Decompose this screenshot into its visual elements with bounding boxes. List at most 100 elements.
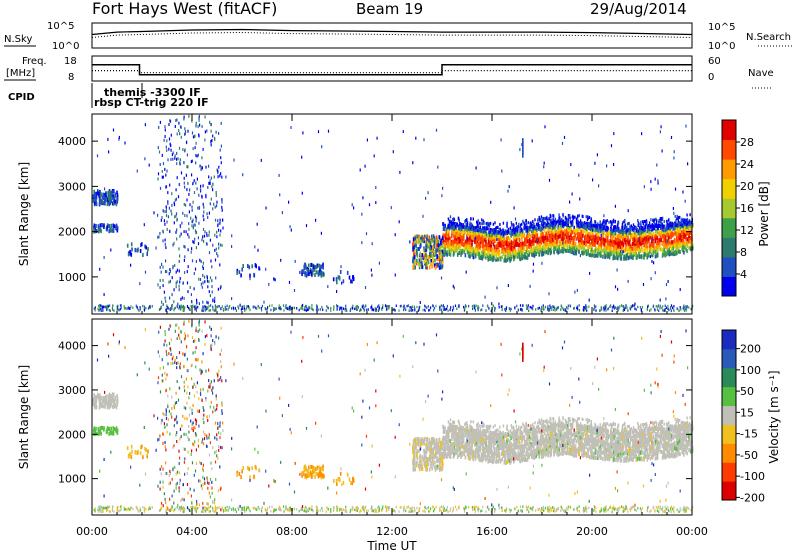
echo-point <box>496 226 498 229</box>
echo-point <box>547 238 550 243</box>
echo-point <box>485 231 487 236</box>
echo-point <box>187 248 189 252</box>
echo-point <box>148 306 151 309</box>
echo-point <box>104 193 106 197</box>
echo-point <box>441 194 443 198</box>
echo-point <box>192 147 194 151</box>
echo-point <box>539 232 542 237</box>
echo-point <box>670 306 672 309</box>
echo-point <box>666 250 668 255</box>
echo-point <box>620 228 623 231</box>
echo-point <box>456 248 458 253</box>
echo-point <box>538 225 540 229</box>
echo-point <box>178 259 180 263</box>
echo-point <box>591 247 593 252</box>
echo-point <box>690 307 692 311</box>
echo-point <box>416 305 418 309</box>
echo-point <box>528 226 530 230</box>
echo-point <box>619 229 621 234</box>
echo-point <box>321 271 324 276</box>
echo-point <box>412 259 414 264</box>
echo-point <box>210 129 212 133</box>
echo-point <box>485 239 487 244</box>
echo-point <box>560 219 562 224</box>
echo-point <box>532 220 534 223</box>
echo-point <box>97 307 99 311</box>
echo-point <box>113 224 116 229</box>
echo-point <box>631 242 634 246</box>
echo-point <box>180 304 182 307</box>
echo-point <box>217 169 219 173</box>
echo-point <box>449 252 452 257</box>
echo-point <box>116 193 119 198</box>
echo-point <box>169 119 171 123</box>
echo-point <box>643 248 646 253</box>
echo-point <box>458 218 460 222</box>
echo-point <box>469 223 471 227</box>
echo-point <box>327 285 329 289</box>
echo-point <box>585 252 588 257</box>
echo-point <box>573 307 575 310</box>
echo-point <box>577 236 579 241</box>
echo-point <box>479 232 482 237</box>
echo-point <box>525 228 527 233</box>
echo-point <box>162 278 164 282</box>
echo-point <box>593 308 595 311</box>
echo-point <box>192 218 194 222</box>
echo-point <box>416 239 418 244</box>
echo-point <box>168 123 170 126</box>
echo-point <box>174 263 176 267</box>
echo-point <box>513 231 516 234</box>
echo-point <box>108 308 110 312</box>
echo-point <box>656 230 659 235</box>
echo-point <box>548 178 551 182</box>
echo-point <box>574 241 577 246</box>
echo-point <box>571 246 574 251</box>
echo-point <box>629 249 631 254</box>
echo-point <box>412 247 414 252</box>
echo-point <box>542 245 544 250</box>
echo-point <box>206 129 208 133</box>
echo-point <box>429 240 432 245</box>
echo-point <box>541 237 544 242</box>
echo-point <box>633 229 635 234</box>
echo-point <box>546 242 549 247</box>
echo-point <box>189 188 191 192</box>
echo-point <box>568 236 571 240</box>
echo-point <box>631 305 633 309</box>
echo-point <box>332 277 335 282</box>
echo-point <box>680 218 682 222</box>
echo-point <box>175 188 177 192</box>
echo-point <box>376 136 378 140</box>
echo-point <box>187 165 189 169</box>
echo-point <box>308 272 310 276</box>
echo-point <box>680 242 683 247</box>
echo-point <box>375 201 377 205</box>
echo-point <box>578 304 580 307</box>
echo-point <box>457 235 459 240</box>
echo-point <box>507 241 509 246</box>
echo-point <box>573 225 575 229</box>
echo-point <box>595 224 598 228</box>
echo-point <box>610 251 612 256</box>
echo-point <box>382 304 384 307</box>
echo-point <box>532 229 534 234</box>
echo-point <box>138 309 140 312</box>
echo-point <box>655 305 657 308</box>
echo-point <box>126 243 129 248</box>
echo-point <box>198 114 200 118</box>
echo-point <box>638 245 640 250</box>
echo-point <box>161 175 163 179</box>
echo-point <box>577 307 579 310</box>
echo-point <box>160 218 162 222</box>
echo-point <box>667 229 669 234</box>
echo-point <box>359 309 361 312</box>
echo-point <box>468 226 470 230</box>
echo-point <box>629 238 631 243</box>
echo-point <box>116 199 118 204</box>
echo-point <box>611 231 614 236</box>
echo-point <box>214 296 216 300</box>
echo-point <box>650 241 653 246</box>
echo-point <box>631 228 633 232</box>
